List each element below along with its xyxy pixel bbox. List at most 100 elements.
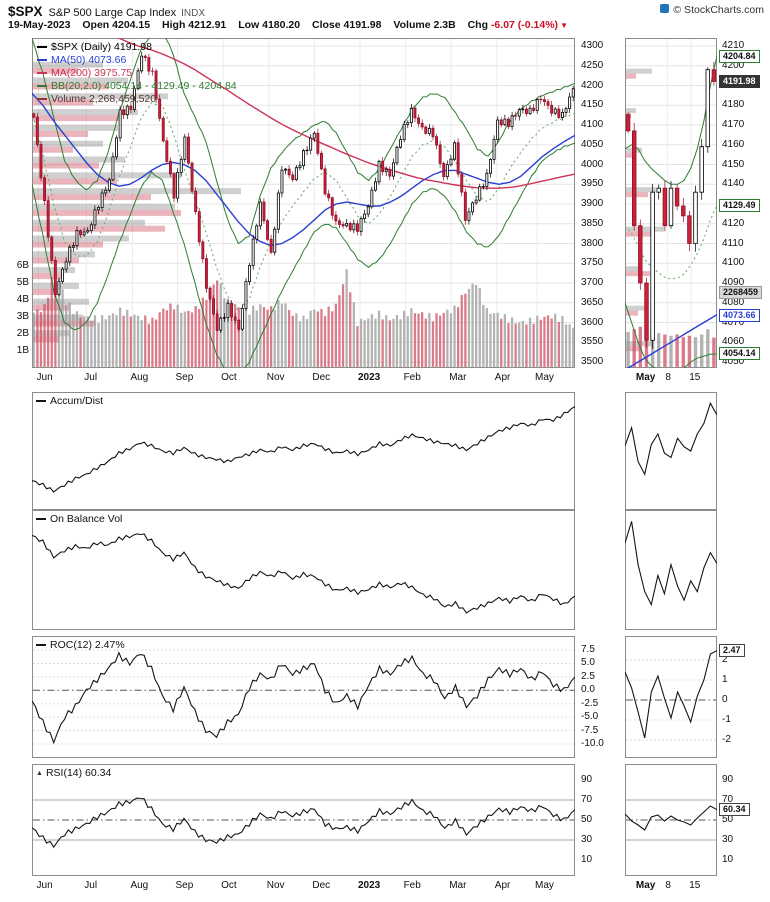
- obv-line-icon: [36, 518, 46, 520]
- copyright-text: © StockCharts.com: [673, 4, 764, 16]
- price-axis-label: 3500: [581, 356, 604, 367]
- zoom-x-axis-label: 8: [665, 372, 671, 383]
- quote-change: Chg -6.07 (-0.14%) ▼: [467, 19, 568, 31]
- roc-mini-axis-label: -1: [722, 714, 731, 725]
- x-axis-label: Jun: [36, 372, 53, 383]
- x-axis-label: Mar: [449, 880, 467, 891]
- zoom-price-axis-label: 4180: [722, 99, 745, 111]
- roc-axis-label: -5.0: [581, 711, 599, 723]
- price-axis-label: 3750: [581, 257, 604, 269]
- accdist-mini-panel: [625, 392, 717, 510]
- rsi-axis-label: 50: [581, 814, 593, 825]
- index-name: S&P 500 Large Cap Index: [48, 7, 177, 19]
- price-callout-4191.98: 4191.98: [719, 75, 760, 89]
- x-axis-label: Feb: [403, 880, 421, 891]
- x-axis-label: Sep: [175, 880, 194, 891]
- price-callout-4129.49: 4129.49: [719, 198, 760, 212]
- roc-panel: [32, 636, 575, 758]
- rsi-zigzag-icon: ▲: [36, 770, 43, 777]
- zoom-price-axis-label: 4210: [722, 40, 745, 51]
- zoom-price-axis-label: 4160: [722, 138, 745, 150]
- volume-axis-label: 4B: [16, 294, 29, 305]
- price-axis-label: 3900: [581, 198, 604, 209]
- zoom-price-axis-label: 4060: [722, 336, 745, 348]
- volume-axis-label: 2B: [16, 328, 29, 339]
- rsi-mini-axis-label: 10: [722, 854, 734, 865]
- zoom-price-axis-label: 4150: [722, 158, 745, 170]
- roc-axis-label: 0.0: [581, 684, 595, 696]
- price-callout-2268459: 2268459: [719, 286, 763, 300]
- x-axis-label: Sep: [175, 372, 194, 383]
- rsi-mini-axis-label: 50: [722, 814, 734, 825]
- accum-dist-line-icon: [36, 400, 46, 402]
- volume-axis-label: 1B: [16, 345, 29, 356]
- price-axis-label: 3550: [581, 336, 604, 348]
- volume-axis-label: 3B: [16, 311, 29, 322]
- x-axis-label: Oct: [221, 880, 237, 891]
- price-axis-label: 4050: [581, 138, 604, 150]
- spx-series-icon: [37, 46, 47, 48]
- zoom-price-axis-label: 4080: [722, 296, 745, 308]
- obv-panel: [32, 510, 575, 630]
- roc-axis-label: 5.0: [581, 657, 595, 669]
- price-axis-label: 3800: [581, 237, 604, 249]
- price-axis-label: 3650: [581, 296, 604, 308]
- zoom-price-panel: [625, 38, 717, 368]
- x-axis-label: Apr: [494, 372, 511, 383]
- x-axis-label: Jul: [84, 880, 98, 891]
- roc-axis-label: -10.0: [581, 737, 604, 749]
- rsi-axis-label: 90: [581, 774, 593, 785]
- x-axis-label: Nov: [266, 372, 285, 383]
- price-axis-label: 4150: [581, 99, 604, 111]
- rsi-mini-panel: [625, 764, 717, 876]
- price-callout-4204.84: 4204.84: [719, 49, 760, 63]
- zoom-price-axis-label: 4070: [722, 316, 745, 328]
- bollinger-line-icon: [37, 85, 47, 87]
- x-axis-label: May: [534, 880, 554, 891]
- roc-mini-axis-label: 2: [722, 654, 728, 665]
- roc-axis-label: -7.5: [581, 724, 599, 736]
- zoom-price-axis-label: 4100: [722, 257, 745, 269]
- roc-axis-label: 2.5: [581, 670, 595, 682]
- rsi-callout: 60.34: [719, 803, 750, 817]
- roc-callout: 2.47: [719, 644, 745, 658]
- rsi-mini-axis-label: 30: [722, 834, 734, 845]
- roc-label: ROC(12) 2.47%: [36, 639, 125, 651]
- exchange-label: INDX: [181, 8, 206, 19]
- zoom-price-axis-label: 4120: [722, 217, 745, 229]
- stockcharts-logo-icon: [660, 4, 670, 13]
- rsi-panel: [32, 764, 575, 876]
- x-axis-label: Nov: [266, 880, 285, 891]
- copyright-link[interactable]: © StockCharts.com: [660, 4, 764, 16]
- zoom-x-axis-label: 15: [689, 372, 701, 383]
- x-axis-label: Jul: [84, 372, 98, 383]
- accdist-panel: [32, 392, 575, 510]
- quote-volume: Volume 2.3B: [393, 19, 456, 31]
- x-axis-label: Dec: [312, 372, 331, 383]
- zoom-price-axis-label: 4140: [722, 178, 745, 190]
- rsi-axis-label: 70: [581, 794, 593, 805]
- x-axis-label: Aug: [130, 880, 149, 891]
- quote-low: Low 4180.20: [238, 19, 301, 31]
- main-chart-legend: $SPX (Daily) 4191.98 MA(50) 4073.66 MA(2…: [37, 41, 237, 106]
- legend-bollinger: BB(20,2.0) 4054.14 - 4129.49 - 4204.84: [51, 80, 237, 92]
- quote-row: 19-May-2023 Open 4204.15 High 4212.91 Lo…: [8, 19, 568, 31]
- zoom-x-axis-label: 15: [689, 880, 701, 891]
- x-axis-label: Dec: [312, 880, 331, 891]
- symbol: $SPX: [8, 4, 43, 19]
- x-axis-label: Feb: [403, 372, 421, 383]
- x-axis-label: Oct: [221, 372, 237, 383]
- obv-mini-panel: [625, 510, 717, 630]
- price-axis-label: 4250: [581, 59, 604, 71]
- price-axis-label: 3700: [581, 277, 604, 288]
- zoom-x-axis-label: 8: [665, 880, 671, 891]
- zoom-x-axis-label: May: [635, 372, 656, 383]
- ma50-line-icon: [37, 59, 47, 61]
- roc-mini-panel: [625, 636, 717, 758]
- x-axis-label: Aug: [130, 372, 149, 383]
- zoom-price-axis-label: 4050: [722, 356, 745, 367]
- price-axis-label: 3850: [581, 217, 604, 229]
- header-row: $SPX S&P 500 Large Cap Index INDX: [8, 3, 205, 21]
- price-callout-4073.66: 4073.66: [719, 308, 760, 322]
